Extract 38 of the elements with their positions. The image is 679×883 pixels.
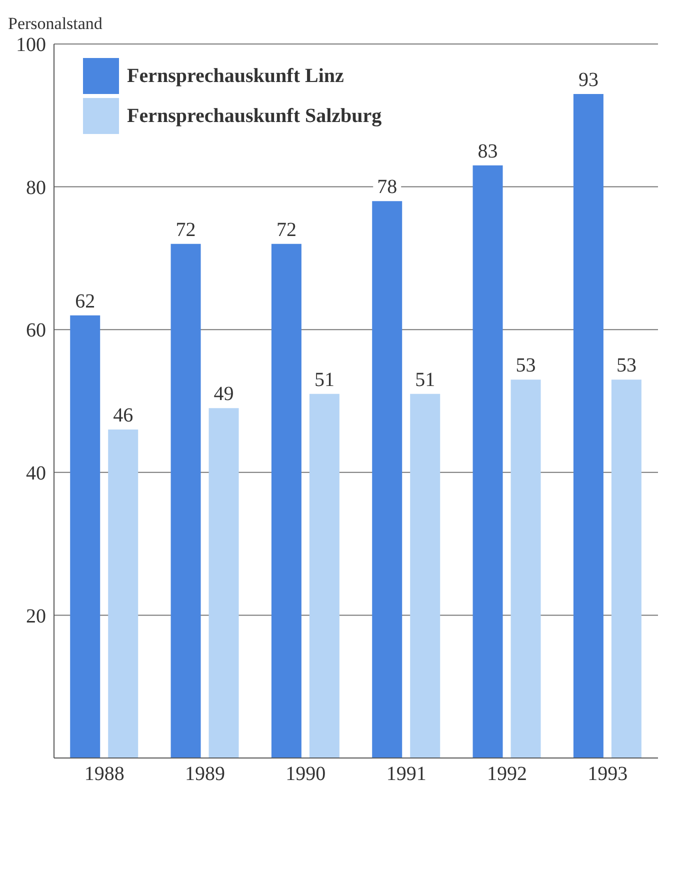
y-tick-label: 60 [26,320,46,342]
legend-label: Fernsprechauskunft Salzburg [127,104,382,128]
data-label: 46 [113,404,134,427]
x-tick-label: 1990 [286,763,326,786]
y-tick-label: 80 [26,176,46,199]
x-tick-label: 1993 [588,763,628,786]
bar [70,315,100,758]
x-tick-label: 1992 [487,763,527,786]
y-tick-label: 40 [26,462,46,484]
data-label: 51 [415,368,436,391]
x-tick-label: 1988 [84,763,124,786]
data-label: 51 [314,368,334,391]
y-tick-label: 20 [26,605,46,628]
bar [410,394,440,758]
data-label: 53 [516,354,536,377]
bar [573,94,604,758]
data-label: 72 [176,218,196,241]
data-label: 62 [75,290,96,312]
y-tick-label: 100 [16,34,46,56]
bar [510,380,541,758]
bar [208,408,239,758]
data-label: 49 [214,383,234,406]
x-tick-label: 1991 [386,763,426,786]
bar [472,165,503,758]
data-label: 78 [377,176,398,198]
x-tick-label: 1989 [185,763,225,786]
data-label: 53 [616,354,636,377]
bar [372,201,402,758]
data-label: 93 [578,68,598,91]
bar [309,394,340,758]
data-label: 72 [276,218,296,241]
bar [271,244,302,758]
y-axis-title: Personalstand [8,14,102,34]
bar [170,244,201,758]
data-label: 83 [478,140,498,162]
bar [611,380,642,758]
legend-label: Fernsprechauskunft Linz [127,64,344,88]
bar [108,430,138,758]
